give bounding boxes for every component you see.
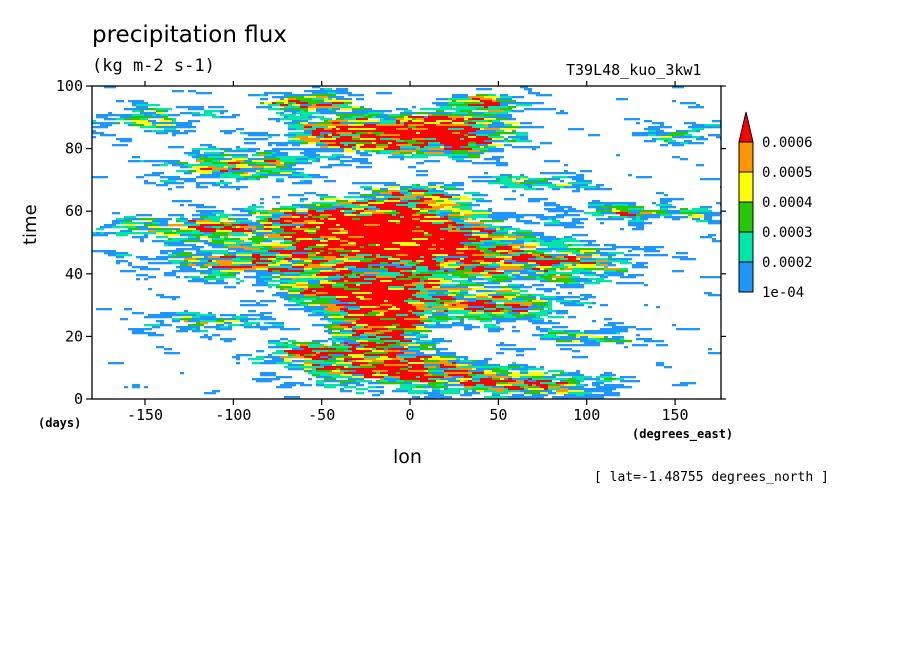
x-tick-label: -50: [308, 406, 335, 424]
colorbar-segment: [738, 231, 754, 263]
plot-frame: [91, 85, 722, 400]
colorbar-label: 0.0004: [762, 195, 813, 211]
x-axis-unit: (degrees_east): [632, 427, 734, 441]
colorbar-label: 0.0002: [762, 255, 813, 271]
colorbar-segment: [738, 141, 754, 173]
colorbar-extend-arrow: [738, 111, 754, 143]
run-id-label: T39L48_kuo_3kw1: [566, 61, 702, 79]
y-axis: 0 20 40 60 80 100: [56, 77, 726, 408]
x-tick-label: 0: [406, 406, 415, 424]
colorbar-segment: [738, 261, 754, 293]
x-axis: -150 -100 -50 0 50 100 150: [127, 81, 689, 424]
x-tick-label: -100: [215, 406, 251, 424]
y-axis-unit: (days): [38, 416, 82, 430]
heatmap-field: [92, 86, 721, 399]
x-tick-label: 50: [489, 406, 507, 424]
y-tick-label: 40: [65, 265, 83, 283]
x-tick-label: 150: [662, 406, 689, 424]
colorbar-segment: [738, 201, 754, 233]
y-tick-label: 80: [65, 140, 83, 158]
y-tick-label: 100: [56, 77, 83, 95]
colorbar-label: 0.0003: [762, 225, 813, 241]
y-tick-label: 20: [65, 327, 83, 345]
colorbar-label: 0.0005: [762, 165, 813, 181]
colorbar: 1e-04 0.0002 0.0003 0.0004 0.0005 0.0006: [738, 111, 813, 301]
colorbar-label: 1e-04: [762, 285, 804, 301]
colorbar-segment: [738, 171, 754, 203]
latitude-note: [ lat=-1.48755 degrees_north ]: [594, 470, 829, 485]
y-tick-label: 60: [65, 202, 83, 220]
chart-units: (kg m-2 s-1): [92, 56, 215, 76]
x-tick-label: 100: [573, 406, 600, 424]
colorbar-label: 0.0006: [762, 135, 813, 151]
chart-title: precipitation flux: [92, 22, 287, 48]
x-axis-label: lon: [393, 446, 422, 468]
y-tick-label: 0: [74, 390, 83, 408]
x-tick-label: -150: [127, 406, 163, 424]
